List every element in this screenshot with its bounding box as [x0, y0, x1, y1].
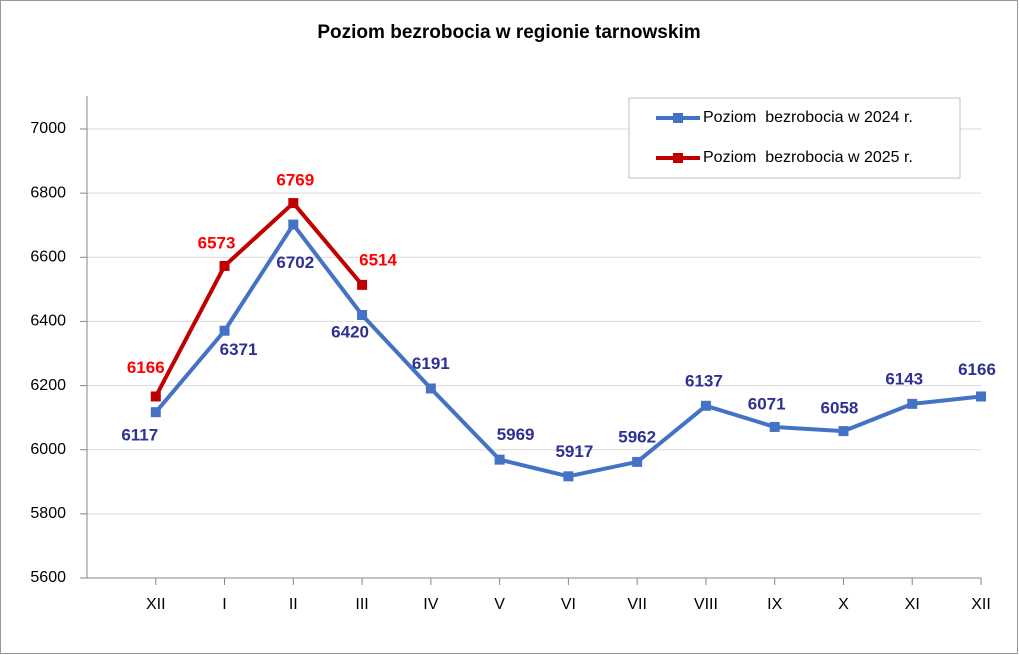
legend-marker — [673, 113, 683, 123]
y-tick-label: 7000 — [30, 120, 66, 137]
data-label: 6071 — [748, 394, 786, 413]
legend-box — [628, 97, 961, 179]
x-tick-label: IV — [423, 596, 438, 613]
data-label: 6143 — [885, 369, 923, 388]
data-label: 6117 — [121, 426, 158, 445]
marker — [563, 471, 574, 482]
data-label: 6371 — [220, 340, 258, 359]
data-label: 6137 — [685, 371, 723, 390]
marker — [357, 279, 368, 290]
data-label: 6166 — [958, 360, 996, 379]
x-tick-label: IX — [767, 596, 782, 613]
data-label: 5917 — [555, 442, 593, 461]
plot — [150, 198, 986, 482]
x-tick-label: III — [355, 596, 368, 613]
y-tick-label: 5800 — [30, 505, 66, 522]
y-tick-label: 6600 — [30, 249, 66, 266]
x-tick-label: XII — [146, 596, 166, 613]
marker — [219, 260, 230, 271]
x-tick-label: VII — [627, 596, 647, 613]
y-tick-label: 6000 — [30, 441, 66, 458]
marker — [425, 383, 436, 394]
data-label: 5962 — [618, 427, 656, 446]
marker — [700, 400, 711, 411]
marker — [288, 198, 299, 209]
marker — [976, 391, 986, 402]
data-label: 6702 — [276, 253, 314, 272]
y-tick-label: 5600 — [30, 569, 66, 586]
data-label: 6769 — [276, 171, 314, 190]
x-tick-label: XI — [905, 596, 920, 613]
x-tick-label: I — [222, 596, 226, 613]
x-tick-label: X — [838, 596, 849, 613]
marker — [150, 391, 161, 402]
y-tick-label: 6400 — [30, 313, 66, 330]
data-label: 6514 — [359, 250, 397, 269]
marker — [288, 219, 299, 230]
data-label: 6420 — [331, 322, 369, 341]
x-tick-label: V — [494, 596, 505, 613]
x-tick-label: VI — [561, 596, 576, 613]
series-line — [153, 201, 364, 398]
marker — [907, 398, 918, 409]
x-tick-label: II — [289, 596, 298, 613]
data-label: 6191 — [412, 354, 450, 373]
data-label: 6058 — [821, 399, 859, 418]
x-tick-label: XII — [971, 596, 991, 613]
data-label: 6573 — [198, 233, 236, 252]
legend-marker — [673, 153, 683, 163]
marker — [357, 310, 368, 321]
marker — [150, 407, 161, 418]
legend-label: Poziom bezrobocia w 2024 r. — [703, 109, 913, 126]
marker — [838, 426, 849, 437]
y-tick-label: 6800 — [30, 184, 66, 201]
y-tick-label: 6200 — [30, 377, 66, 394]
marker — [769, 421, 780, 432]
data-label: 5969 — [497, 425, 535, 444]
legend-label: Poziom bezrobocia w 2025 r. — [703, 149, 913, 166]
marker — [219, 325, 230, 336]
data-label: 6166 — [127, 358, 165, 377]
chart-title: Poziom bezrobocia w regionie tarnowskim — [317, 22, 700, 43]
x-tick-label: VIII — [694, 596, 718, 613]
marker — [632, 456, 643, 467]
marker — [494, 454, 505, 465]
